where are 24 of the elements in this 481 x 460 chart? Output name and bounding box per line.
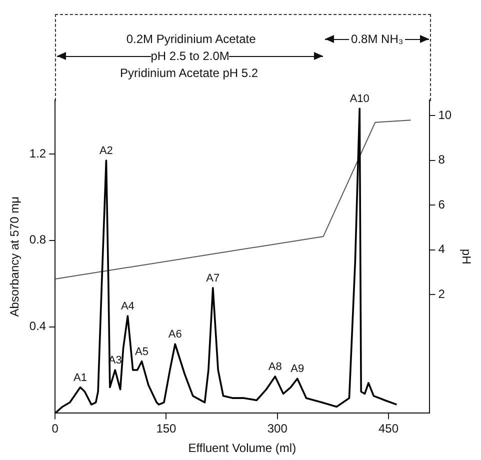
y-axis-title: Absorbancy at 570 mμ bbox=[8, 196, 22, 317]
x-axis-title: Effluent Volume (ml) bbox=[188, 441, 296, 456]
y-tick-label: 0.8 bbox=[29, 232, 46, 247]
y2-tick-label: 8 bbox=[438, 152, 446, 167]
y-tick-label: 0.4 bbox=[29, 319, 46, 334]
x-tick-label: 0 bbox=[52, 422, 59, 436]
annotation: A7 bbox=[206, 272, 220, 284]
y2-axis-title: pH bbox=[459, 248, 474, 264]
x-tick-label: 450 bbox=[378, 422, 399, 436]
y-tick-label: 1.2 bbox=[29, 146, 46, 160]
annotation: A8 bbox=[268, 361, 282, 374]
annotation: A10 bbox=[350, 93, 370, 106]
annotation: A4 bbox=[120, 300, 134, 313]
annotation: A6 bbox=[168, 328, 182, 341]
y2-tick-label: 6 bbox=[438, 197, 446, 212]
x-tick-label: 300 bbox=[267, 422, 288, 436]
y2-tick-label: 10 bbox=[438, 108, 452, 122]
y2-tick-label: 4 bbox=[438, 242, 446, 256]
annotation: A1 bbox=[74, 372, 88, 384]
annotation: A2 bbox=[99, 145, 113, 158]
annotation: A9 bbox=[290, 363, 304, 376]
x-tick-label: 150 bbox=[156, 422, 177, 436]
annotation: A5 bbox=[135, 346, 149, 358]
y2-tick-label: 2 bbox=[438, 286, 446, 301]
